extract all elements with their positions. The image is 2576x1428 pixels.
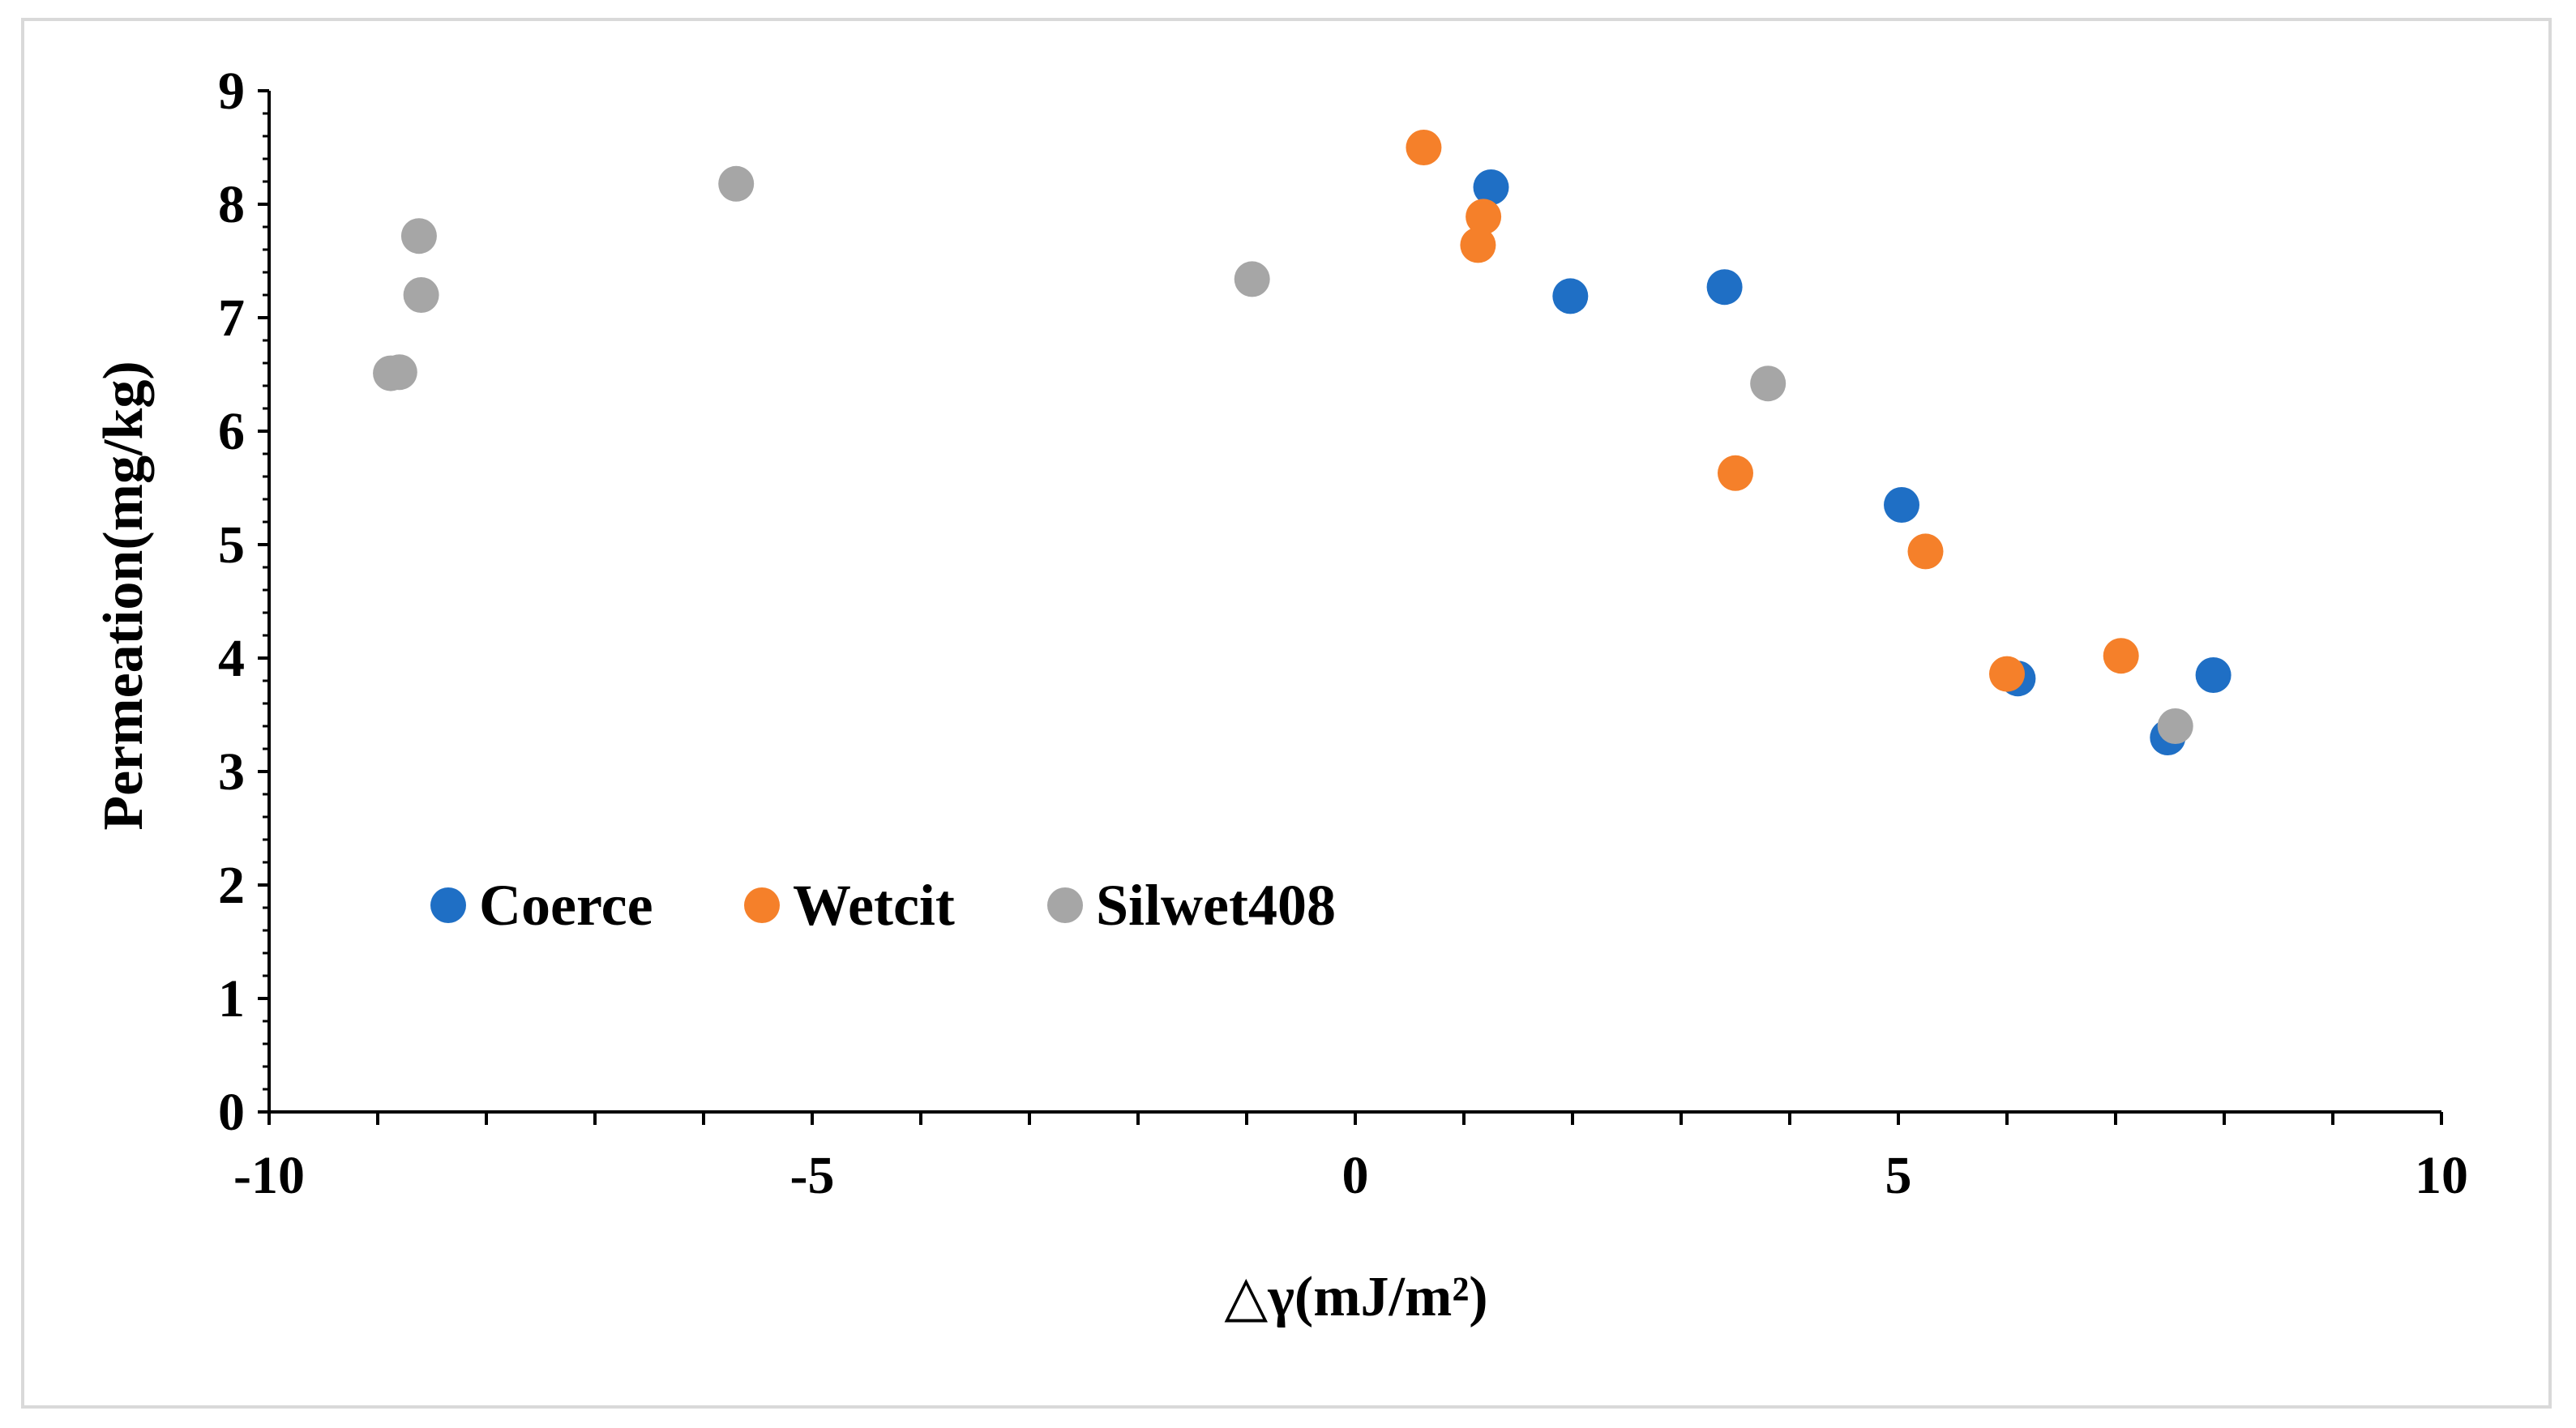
data-point-wetcit bbox=[1718, 455, 1753, 491]
y-tick-label: 7 bbox=[218, 289, 245, 348]
y-tick-label: 3 bbox=[218, 742, 245, 802]
data-point-wetcit bbox=[1466, 199, 1502, 235]
y-tick-label: 9 bbox=[218, 62, 245, 121]
legend-label-wetcit: Wetcit bbox=[793, 873, 955, 938]
x-tick-label: -10 bbox=[233, 1146, 305, 1205]
y-tick-label: 6 bbox=[218, 402, 245, 461]
y-tick-label: 5 bbox=[218, 515, 245, 575]
legend-marker-wetcit bbox=[744, 887, 780, 923]
data-point-silwet408 bbox=[403, 277, 439, 313]
legend: Coerce Wetcit Silwet408 bbox=[430, 873, 1336, 938]
legend-marker-coerce bbox=[430, 887, 466, 923]
data-point-wetcit bbox=[1406, 130, 1442, 165]
data-point-wetcit bbox=[1907, 533, 1944, 570]
legend-label-silwet408: Silwet408 bbox=[1096, 873, 1336, 938]
x-tick-label: -5 bbox=[790, 1146, 835, 1205]
data-point-coerce bbox=[1552, 278, 1589, 314]
legend-marker-silwet408 bbox=[1047, 887, 1083, 923]
chart-frame bbox=[21, 18, 2552, 1409]
data-point-wetcit bbox=[1460, 227, 1496, 263]
data-point-silwet408 bbox=[718, 165, 755, 202]
data-points bbox=[373, 130, 2232, 755]
y-tick-label: 1 bbox=[218, 969, 245, 1028]
y-tick-label: 0 bbox=[218, 1083, 245, 1142]
y-tick-label: 2 bbox=[218, 856, 245, 915]
x-tick-label: 0 bbox=[1342, 1146, 1369, 1205]
axes bbox=[267, 91, 2441, 1114]
x-tick-label: 10 bbox=[2415, 1146, 2468, 1205]
data-point-coerce bbox=[1473, 169, 1509, 205]
data-point-coerce bbox=[2195, 657, 2232, 693]
y-tick-label: 4 bbox=[218, 629, 245, 688]
y-tick-label: 8 bbox=[218, 175, 245, 234]
data-point-wetcit bbox=[2103, 638, 2139, 674]
data-point-silwet408 bbox=[400, 218, 437, 254]
data-point-wetcit bbox=[1989, 656, 2025, 692]
data-point-silwet408 bbox=[1750, 366, 1787, 402]
x-axis-title: △γ(mJ/m²) bbox=[1224, 1266, 1487, 1328]
data-point-silwet408 bbox=[2157, 708, 2193, 744]
data-point-coerce bbox=[1706, 269, 1743, 306]
y-axis-title: Permeation(mg/kg) bbox=[92, 361, 155, 830]
data-point-silwet408 bbox=[1234, 261, 1270, 297]
ticks: 0 1 2 3 4 5 6 7 8 9 -10 -5 0 5 10 bbox=[218, 62, 2468, 1205]
data-point-silwet408 bbox=[381, 354, 417, 391]
x-tick-label: 5 bbox=[1885, 1146, 1912, 1205]
data-point-coerce bbox=[1884, 487, 1920, 523]
legend-label-coerce: Coerce bbox=[479, 873, 653, 938]
